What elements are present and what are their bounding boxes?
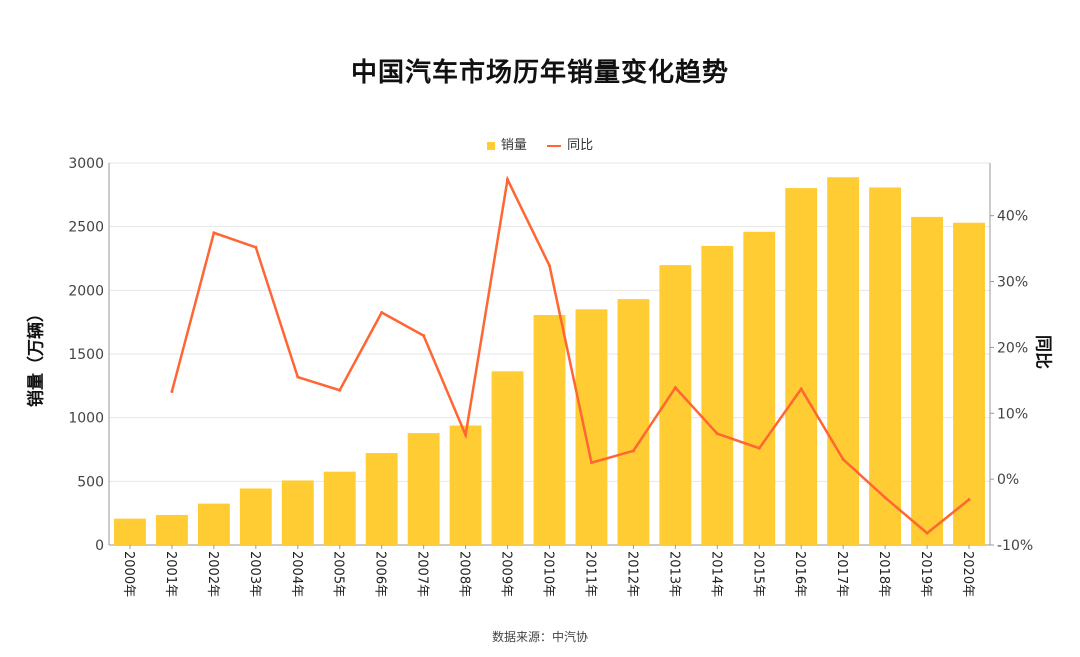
yoy-point <box>967 498 971 502</box>
yoy-point <box>380 311 384 315</box>
source-note: 数据来源：中汽协 <box>491 630 588 644</box>
y-tick-left: 3000 <box>68 156 104 172</box>
x-tick-label: 2016年 <box>792 551 807 597</box>
legend-yoy-label: 同比 <box>567 138 594 153</box>
x-tick-label: 2001年 <box>163 551 178 597</box>
yoy-point <box>757 446 761 450</box>
x-tick-label: 2019年 <box>918 551 933 597</box>
bar <box>365 453 398 545</box>
y-tick-left: 2500 <box>68 220 104 236</box>
x-tick-label: 2007年 <box>415 551 430 597</box>
y-tick-left: 0 <box>95 538 104 554</box>
y-tick-right: 0% <box>997 472 1019 488</box>
x-tick-label: 2011年 <box>582 551 597 597</box>
yoy-point <box>296 375 300 379</box>
bar <box>155 514 188 545</box>
x-tick-label: 2020年 <box>960 551 975 597</box>
yoy-point <box>212 231 216 235</box>
yoy-point <box>254 245 258 249</box>
legend-bar-swatch <box>486 141 495 150</box>
bar <box>197 503 230 545</box>
y-tick-right: -10% <box>997 538 1033 554</box>
x-tick-label: 2005年 <box>331 551 346 597</box>
yoy-point <box>422 334 426 338</box>
yoy-point <box>841 457 845 461</box>
yoy-line <box>170 175 970 535</box>
yoy-point <box>715 432 719 436</box>
x-tick-label: 2012年 <box>624 551 639 597</box>
x-tick-label: 2013年 <box>666 551 681 597</box>
x-tick-label: 2003年 <box>247 551 262 597</box>
x-tick-label: 2002年 <box>205 551 220 597</box>
bar <box>449 425 482 545</box>
bar <box>491 371 524 545</box>
yoy-point <box>631 449 635 453</box>
y-tick-right: 20% <box>997 340 1028 356</box>
legend-item-sales[interactable]: 销量 <box>486 134 527 153</box>
x-tick-label: 2008年 <box>457 551 472 597</box>
yoy-point <box>506 177 510 181</box>
y-tick-right: 10% <box>997 406 1028 422</box>
x-tick-label: 2004年 <box>289 551 304 597</box>
y-tick-left: 1500 <box>68 347 104 363</box>
yoy-point <box>548 264 551 268</box>
x-tick-label: 2015年 <box>750 551 765 597</box>
bar <box>953 222 985 545</box>
x-tick-label: 2006年 <box>373 551 388 597</box>
legend-line-swatch <box>547 144 562 147</box>
bar <box>533 315 566 545</box>
bar <box>743 231 776 545</box>
yoy-point <box>464 433 468 437</box>
chart-title: 中国汽车市场历年销量变化趋势 <box>350 58 729 88</box>
x-tick-label: 2009年 <box>499 551 514 597</box>
x-tick-label: 2000年 <box>121 551 136 597</box>
y-tick-right: 40% <box>997 209 1028 225</box>
bar <box>911 216 944 545</box>
y-tick-left: 500 <box>77 474 104 490</box>
bar <box>239 488 272 545</box>
x-tick-label: 2010年 <box>541 551 556 597</box>
bar <box>701 245 734 546</box>
yoy-point <box>170 390 174 394</box>
bar <box>575 309 608 545</box>
bar <box>407 433 440 545</box>
yoy-point <box>799 387 803 391</box>
x-tick-label: 2017年 <box>834 551 849 597</box>
y-tick-right: 30% <box>997 275 1028 291</box>
bar <box>617 299 650 545</box>
x-tick-label: 2014年 <box>708 551 723 597</box>
bar <box>281 480 314 545</box>
bar <box>785 188 818 546</box>
yoy-point <box>883 496 887 500</box>
bar <box>827 177 860 545</box>
legend: 销量 同比 <box>0 134 1080 153</box>
legend-item-yoy[interactable]: 同比 <box>547 134 593 153</box>
yoy-point <box>925 531 929 535</box>
yoy-point <box>673 386 677 390</box>
y-tick-left: 2000 <box>68 283 104 299</box>
bar <box>114 518 146 545</box>
x-tick-label: 2018年 <box>876 551 891 597</box>
bar <box>323 471 356 545</box>
legend-sales-label: 销量 <box>500 138 527 153</box>
bar <box>869 187 902 545</box>
yoy-point <box>589 461 593 465</box>
y-tick-left: 1000 <box>68 411 104 427</box>
yoy-point <box>338 388 342 392</box>
